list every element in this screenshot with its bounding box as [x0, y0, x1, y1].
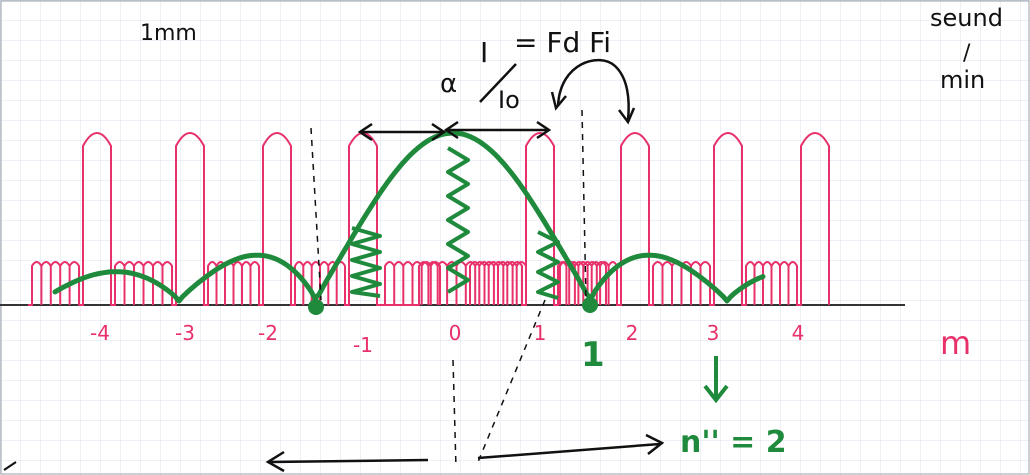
bottom-arrow-left-head [265, 450, 285, 473]
curved-arrow-tail-head [550, 91, 567, 111]
tick-label: 3 [707, 321, 720, 345]
bottom-arrow-right-head [645, 433, 665, 455]
note-slash: / [963, 41, 971, 66]
bottom-arrow-right [477, 442, 661, 460]
fringe-outline [28, 132, 830, 306]
dashed-guide-right [581, 109, 587, 301]
width-arrow-right-head-l [443, 120, 459, 140]
equation-numerator: I [480, 36, 488, 69]
curved-arrow-head [618, 107, 636, 125]
tick-label: 0 [449, 321, 462, 345]
width-arrow-right-head-r [536, 120, 552, 140]
minimum-dot-right [582, 297, 598, 313]
note-min: min [940, 66, 985, 94]
interference-fringes [28, 132, 830, 306]
tick-label: 4 [792, 321, 805, 345]
width-arrow-left-head-l [357, 122, 373, 142]
tick-label: -4 [90, 321, 110, 345]
dashed-guide-diagonal [477, 299, 546, 463]
equation-right-side: = Fd Fi [514, 26, 611, 59]
tick-label: -2 [258, 321, 278, 345]
fraction-bar [479, 63, 517, 103]
tick-label: -3 [175, 321, 195, 345]
equation-denominator: Io [498, 86, 520, 114]
tick-label: 1 [534, 321, 547, 345]
green-down-arrow-head [703, 384, 729, 404]
axis-tick-labels: -4 -3 -2 -1 0 1 2 3 4 [90, 321, 804, 357]
first-minimum-label: 1 [581, 335, 605, 375]
dashed-guide-left [310, 127, 322, 301]
bottom-arrow-left [269, 458, 429, 464]
zigzag-shading-right [536, 230, 560, 300]
tick-label: -1 [353, 333, 373, 357]
equation-alpha: α [440, 69, 457, 99]
note-top-right: seund [930, 4, 1003, 32]
zigzag-shading-left [350, 226, 382, 298]
diffraction-envelope-curve [52, 130, 766, 304]
corner-pen-mark [3, 461, 17, 471]
zigzag-shading-center [446, 146, 470, 294]
order-label: n'' = 2 [680, 425, 787, 460]
width-arrow-left-head-r [431, 122, 447, 142]
scale-note: 1mm [140, 21, 197, 46]
axis-unit-label: m [940, 324, 971, 362]
tick-label: 2 [626, 321, 639, 345]
minimum-dot-left [308, 299, 324, 315]
curved-arrow-to-fringe [556, 58, 630, 121]
